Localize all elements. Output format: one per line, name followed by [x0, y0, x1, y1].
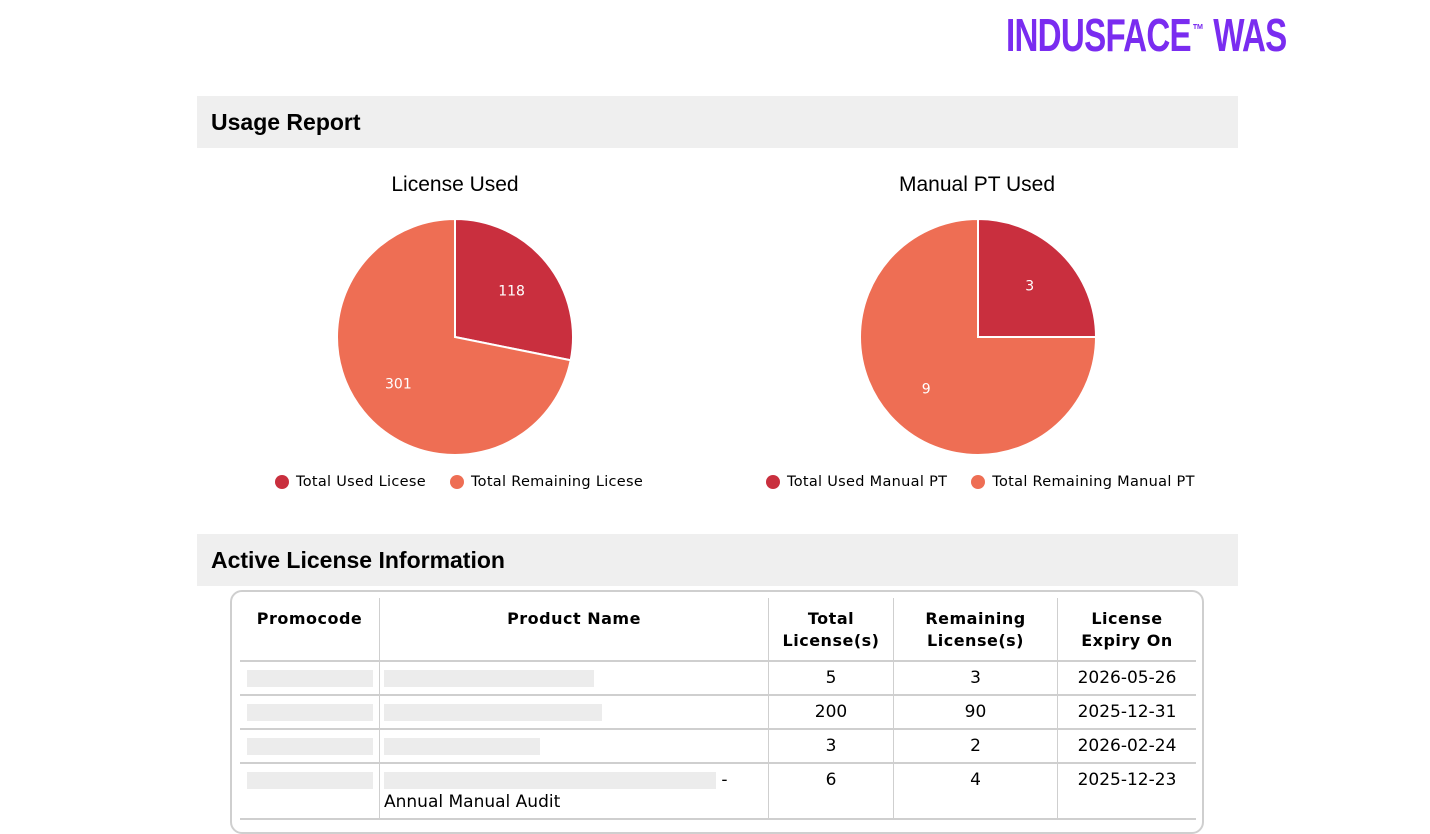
expiry-cell: 2026-05-26	[1057, 661, 1196, 696]
header-license-expiry: License Expiry On	[1057, 598, 1196, 662]
legend-dot-remaining	[971, 475, 986, 489]
legend-label: Total Remaining Licese	[470, 474, 644, 490]
remaining-licenses-cell: 90	[893, 695, 1058, 730]
license-used-pie-chart: 118 301	[336, 217, 574, 456]
logo-product: WAS	[1213, 9, 1287, 61]
pie-data-label: 9	[922, 382, 931, 398]
legend-item-used: Total Used Licese	[275, 474, 426, 490]
product-name-cell-redacted	[379, 695, 769, 730]
promocode-cell-redacted	[240, 729, 380, 764]
chart-title-license-used: License Used	[391, 173, 519, 196]
manual-pt-used-pie-chart: 39	[859, 217, 1098, 456]
table-row: - Annual Manual Audit 6 4 2025-12-23	[240, 763, 1196, 820]
remaining-licenses-cell: 4	[893, 763, 1058, 820]
remaining-licenses-cell: 2	[893, 729, 1058, 764]
legend-dot-used	[275, 475, 289, 489]
legend-item-used: Total Used Manual PT	[766, 474, 947, 490]
legend-label: Total Used Licese	[296, 474, 426, 490]
pie-slice-used	[977, 217, 1098, 338]
table-header-row: Promocode Product Name Total License(s) …	[240, 598, 1196, 662]
pie-slice-remaining	[336, 217, 572, 456]
table-row: 3 2 2026-02-24	[240, 729, 1196, 764]
expiry-cell: 2026-02-24	[1057, 729, 1196, 764]
expiry-cell: 2025-12-31	[1057, 695, 1196, 730]
table-row: 200 90 2025-12-31	[240, 695, 1196, 730]
promocode-cell-redacted	[240, 661, 380, 696]
promocode-cell-redacted	[240, 763, 380, 820]
header-product-name: Product Name	[379, 598, 769, 662]
legend-dot-remaining	[449, 475, 464, 489]
indusface-was-logo: INDUSFACE™ WAS	[1006, 8, 1287, 62]
product-name-cell-redacted	[379, 729, 769, 764]
usage-report-title: Usage Report	[211, 109, 361, 135]
header-promocode: Promocode	[240, 598, 380, 662]
active-license-title: Active License Information	[211, 547, 505, 573]
pie-data-label: 118	[498, 284, 525, 300]
legend-label: Total Remaining Manual PT	[992, 474, 1195, 490]
header-total-licenses: Total License(s)	[768, 598, 894, 662]
manual-pt-legend: Total Used Manual PT Total Remaining Man…	[766, 474, 1219, 490]
logo-trademark: ™	[1192, 22, 1204, 39]
legend-item-remaining: Total Remaining Licese	[449, 474, 644, 490]
legend-label: Total Used Manual PT	[787, 474, 948, 490]
promocode-cell-redacted	[240, 695, 380, 730]
license-used-legend: Total Used Licese Total Remaining Licese	[275, 474, 667, 490]
header-remaining-licenses: Remaining License(s)	[893, 598, 1058, 662]
product-name-redacted	[384, 771, 716, 789]
chart-title-manual-pt-used: Manual PT Used	[898, 173, 1056, 196]
expiry-cell: 2025-12-23	[1057, 763, 1196, 820]
pie-slice-used	[454, 217, 574, 362]
total-licenses-cell: 6	[768, 763, 894, 820]
remaining-licenses-cell: 3	[893, 661, 1058, 696]
product-name-cell-redacted	[379, 661, 769, 696]
total-licenses-cell: 200	[768, 695, 894, 730]
total-licenses-cell: 5	[768, 661, 894, 696]
license-table: Promocode Product Name Total License(s) …	[240, 598, 1196, 820]
pie-data-label: 3	[1025, 278, 1034, 294]
product-name-cell: - Annual Manual Audit	[379, 763, 769, 820]
pie-slice-remaining	[859, 217, 1098, 456]
license-table-container: Promocode Product Name Total License(s) …	[230, 590, 1204, 834]
legend-item-remaining: Total Remaining Manual PT	[971, 474, 1194, 490]
logo-name: INDUSFACE	[1006, 9, 1192, 61]
total-licenses-cell: 3	[768, 729, 894, 764]
pie-data-label: 301	[385, 376, 412, 392]
usage-report-header: Usage Report	[197, 96, 1238, 148]
table-row: 5 3 2026-05-26	[240, 661, 1196, 696]
legend-dot-used	[766, 475, 780, 489]
active-license-header: Active License Information	[197, 534, 1238, 586]
